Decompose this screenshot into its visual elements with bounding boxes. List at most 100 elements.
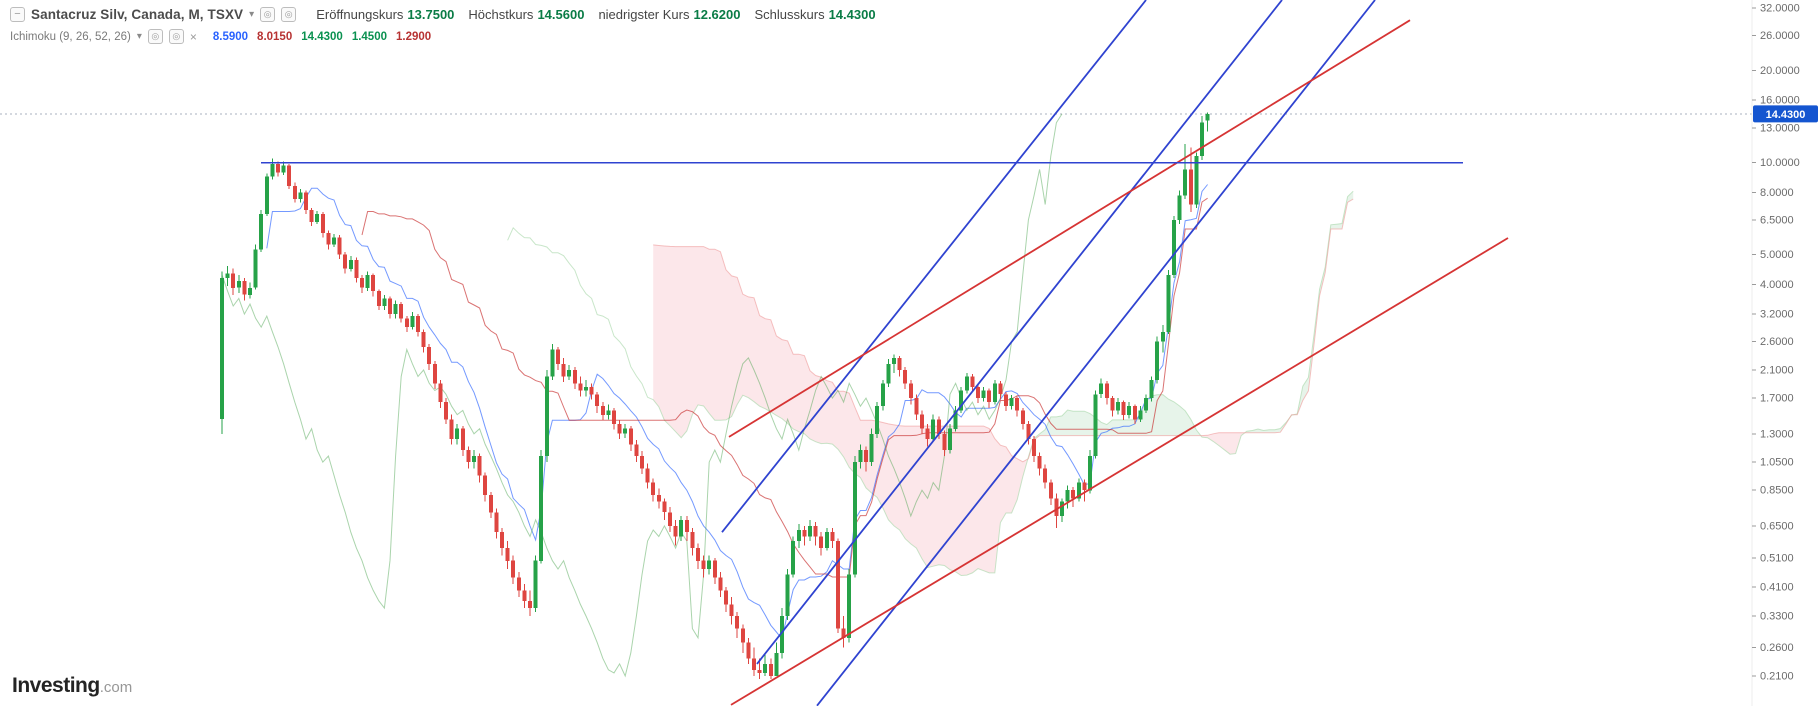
price-tick-label: 3.2000 xyxy=(1760,309,1794,321)
candle-down xyxy=(802,530,807,537)
candle-up xyxy=(544,376,549,456)
candle-down xyxy=(1043,468,1048,483)
price-tick-label: 0.6500 xyxy=(1760,520,1794,532)
candle-down xyxy=(634,444,639,456)
open-value: 13.7500 xyxy=(407,7,455,22)
price-tick-label: 4.0000 xyxy=(1760,279,1794,291)
price-tick-label: 20.0000 xyxy=(1760,65,1800,77)
candle-down xyxy=(488,495,493,513)
candle-down xyxy=(656,495,661,502)
candle-up xyxy=(225,273,230,278)
candle-up xyxy=(948,428,952,450)
low-value: 12.6200 xyxy=(693,7,741,22)
candle-down xyxy=(1020,410,1025,424)
watermark-brand: Investing xyxy=(12,674,100,697)
candle-down xyxy=(231,273,236,288)
candle-up xyxy=(220,277,224,420)
symbol-title[interactable]: Santacruz Silv, Canada, M, TSXV xyxy=(31,7,244,22)
indicator-title[interactable]: Ichimoku (9, 26, 52, 26) xyxy=(10,30,131,43)
candle-down xyxy=(1054,498,1059,516)
candle-down xyxy=(578,383,583,391)
candle-down xyxy=(617,423,622,434)
candle-up xyxy=(1205,113,1210,121)
candle-down xyxy=(612,410,616,424)
candle-up xyxy=(584,386,588,391)
kijun-sen-line xyxy=(361,197,1208,578)
candle-up xyxy=(1194,156,1199,205)
candle-down xyxy=(388,298,392,315)
candle-down xyxy=(976,386,980,399)
price-tick-label: 10.0000 xyxy=(1760,157,1800,169)
trendline-red-lower[interactable] xyxy=(730,237,1509,706)
candle-down xyxy=(276,164,280,173)
candle-up xyxy=(1009,398,1014,407)
candle-down xyxy=(925,428,930,439)
candle-up xyxy=(281,165,286,173)
price-tick-label: 1.7000 xyxy=(1760,393,1794,405)
candle-up xyxy=(992,383,997,402)
candle-down xyxy=(466,450,471,463)
candle-down xyxy=(1015,398,1020,411)
candle-down xyxy=(421,331,426,347)
chevron-down-icon[interactable] xyxy=(249,10,254,20)
indicator-settings-icon[interactable] xyxy=(168,29,184,44)
candle-up xyxy=(410,316,415,328)
candle-up xyxy=(1099,383,1104,395)
candle-down xyxy=(746,642,751,659)
indicator-delete-icon[interactable] xyxy=(190,31,197,43)
candle-up xyxy=(472,456,476,463)
candle-up xyxy=(248,287,252,295)
senkou-a-value: 1.4500 xyxy=(351,30,387,43)
symbol-settings-icon[interactable] xyxy=(281,7,297,22)
trendline-blue-1[interactable] xyxy=(721,0,1147,533)
candle-down xyxy=(309,210,314,222)
close-value: 14.4300 xyxy=(828,7,876,22)
candle-down xyxy=(304,192,308,210)
ichimoku-cloud-bearish xyxy=(1202,431,1247,455)
candle-down xyxy=(1082,482,1087,491)
indicator-visibility-icon[interactable] xyxy=(147,29,163,44)
trendline-blue-2[interactable] xyxy=(756,0,1283,665)
symbol-visibility-icon[interactable] xyxy=(260,7,276,22)
candle-down xyxy=(701,560,706,569)
candle-down xyxy=(836,541,840,629)
candle-down xyxy=(449,419,454,439)
trendline-blue-3[interactable] xyxy=(816,0,1376,706)
price-tick-label: 0.4100 xyxy=(1760,582,1794,594)
price-axis[interactable]: 32.0000 26.0000 20.0000 16.0000 13.0000 10.00… xyxy=(1752,3,1800,683)
candle-down xyxy=(399,304,404,319)
ichimoku-cloud-bearish xyxy=(653,244,1029,576)
candle-down xyxy=(320,213,325,233)
candle-down xyxy=(651,482,656,495)
candle-up xyxy=(623,428,628,434)
candle-down xyxy=(645,468,650,483)
candle-up xyxy=(1200,122,1204,157)
trendline-red-upper[interactable] xyxy=(728,19,1411,438)
chevron-down-icon[interactable] xyxy=(137,32,142,42)
candle-down xyxy=(404,318,409,328)
candle-up xyxy=(679,519,684,537)
price-tick-label: 1.0500 xyxy=(1760,457,1794,469)
candle-up xyxy=(875,406,880,434)
candle-down xyxy=(1048,482,1053,499)
price-tick-label: 5.0000 xyxy=(1760,249,1794,261)
candle-down xyxy=(740,628,745,643)
candle-up xyxy=(1177,195,1182,220)
candle-up xyxy=(1088,456,1092,491)
candle-up xyxy=(298,192,303,200)
indicator-legend: Ichimoku (9, 26, 52, 26) 8.5900 8.0150 1… xyxy=(10,29,431,44)
candle-up xyxy=(539,456,544,561)
candle-down xyxy=(595,394,600,407)
candle-up xyxy=(1166,274,1171,332)
candle-down xyxy=(1121,402,1126,415)
price-tick-label: 0.8500 xyxy=(1760,485,1794,497)
candle-down xyxy=(1188,169,1193,205)
collapse-legend-icon[interactable] xyxy=(10,7,25,22)
candle-up xyxy=(236,281,241,288)
candle-down xyxy=(903,370,908,384)
watermark-tld: .com xyxy=(99,679,133,696)
high-label: Höchstkurs xyxy=(468,7,534,22)
candle-down xyxy=(1071,490,1076,499)
candle-down xyxy=(970,376,975,387)
